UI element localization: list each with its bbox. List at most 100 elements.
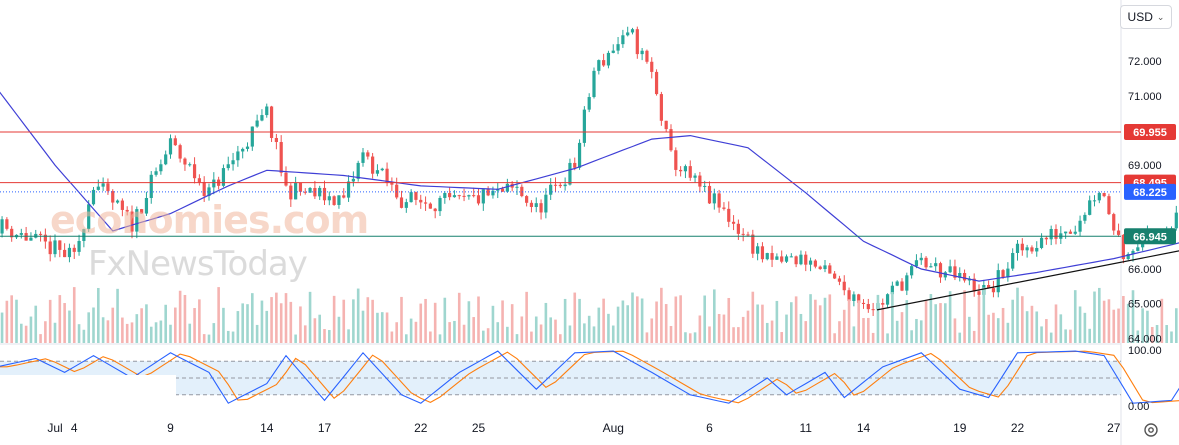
trendline[interactable] <box>876 208 1179 311</box>
candle-body <box>140 209 144 214</box>
candle-body <box>683 166 688 172</box>
candle-body <box>197 178 201 183</box>
candle-body <box>674 150 678 170</box>
candle-body <box>539 203 543 213</box>
candle-body <box>38 233 43 235</box>
volume-bar <box>188 323 192 343</box>
volume-bar <box>385 312 389 343</box>
candle-body <box>900 281 904 291</box>
candle-body <box>505 183 509 192</box>
volume-bar <box>607 313 610 343</box>
volume-bar <box>703 295 706 343</box>
volume-bar <box>530 331 533 343</box>
price-axis-label: 69.000 <box>1128 160 1162 172</box>
candle-body <box>279 142 283 173</box>
volume-bar <box>645 332 649 343</box>
current-price-tag <box>1124 183 1176 200</box>
volume-bar <box>621 300 625 343</box>
volume-bar <box>10 295 13 343</box>
candle-body <box>1073 231 1077 234</box>
volume-bar <box>578 298 581 343</box>
candle-body <box>303 191 307 193</box>
candle-body <box>650 61 654 72</box>
candle-body <box>77 240 81 252</box>
candle-body <box>274 137 278 143</box>
candle-body <box>553 184 558 186</box>
volume-bar <box>352 299 355 343</box>
candle-body <box>987 285 991 289</box>
candle-body <box>664 120 668 130</box>
volume-bar <box>125 323 129 343</box>
candle-body <box>1064 231 1068 234</box>
volume-bar <box>457 292 461 343</box>
candle-body <box>236 151 240 161</box>
volume-bar <box>1141 308 1144 343</box>
volume-bar <box>424 298 427 343</box>
volume-bar <box>58 295 62 343</box>
volume-bar <box>1069 329 1072 343</box>
volume-bar <box>414 321 418 343</box>
moving-average-line <box>0 91 1179 282</box>
volume-bar <box>1160 298 1164 343</box>
volume-bar <box>342 299 346 343</box>
candle-body <box>679 169 683 172</box>
volume-bar <box>833 333 836 343</box>
candle-body <box>972 278 976 292</box>
candle-body <box>756 246 760 254</box>
volume-bar <box>486 328 490 343</box>
volume-bar <box>732 327 735 343</box>
volume-bar <box>82 329 86 343</box>
volume-bar <box>799 313 803 343</box>
candle-body <box>611 50 615 53</box>
volume-bar <box>231 331 235 343</box>
settings-icon[interactable] <box>1140 419 1162 441</box>
volume-bar <box>602 298 605 343</box>
volume-bar <box>284 293 288 343</box>
candle-body <box>120 200 124 210</box>
candle-body <box>356 162 360 179</box>
volume-bar <box>438 334 442 343</box>
volume-bar <box>616 306 620 343</box>
volume-bar <box>178 290 182 343</box>
candle-body <box>72 247 76 252</box>
candle-body <box>212 179 216 188</box>
candle-body <box>1025 247 1029 251</box>
volume-bar <box>1054 304 1058 343</box>
candle-body <box>380 168 384 171</box>
date-axis-label: 17 <box>318 421 332 435</box>
currency-selector[interactable]: USD ⌄ <box>1120 5 1172 29</box>
candle-body <box>159 164 163 172</box>
volume-bar <box>790 302 793 343</box>
volume-bar <box>44 321 47 343</box>
date-axis-label: 25 <box>472 421 486 435</box>
candle-body <box>852 294 856 302</box>
volume-bar <box>886 333 889 343</box>
candle-body <box>808 260 813 265</box>
candle-body <box>703 185 707 187</box>
candle-body <box>1020 243 1024 251</box>
date-axis-label: 6 <box>706 421 713 435</box>
candle-body <box>866 304 870 310</box>
candle-body <box>616 44 620 51</box>
candle-body <box>58 240 62 250</box>
candle-body <box>5 219 9 229</box>
volume-bar <box>477 296 480 343</box>
candle-body <box>476 195 481 204</box>
volume-bar <box>246 304 249 343</box>
volume-bar <box>1049 332 1053 343</box>
candle-body <box>130 211 134 232</box>
candle-body <box>1083 214 1087 221</box>
candle-body <box>775 256 779 260</box>
stochastic-k-line <box>0 350 1179 404</box>
candle-body <box>544 194 548 213</box>
volume-bar <box>977 296 981 343</box>
stochastic-legend-mask <box>0 375 176 397</box>
candle-body <box>29 237 33 241</box>
candle-body <box>385 168 389 184</box>
volume-bar <box>462 324 466 343</box>
candle-body <box>833 273 837 279</box>
volume-bar <box>597 307 601 343</box>
resistance-1-tag <box>1124 124 1176 140</box>
volume-bar <box>289 301 293 343</box>
